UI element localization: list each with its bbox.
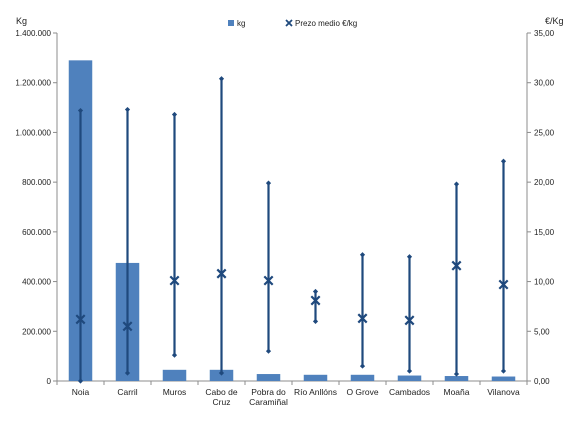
legend: kg Prezo medio €/kg xyxy=(228,19,357,28)
price-high-marker xyxy=(171,111,178,118)
category-label-line: Noia xyxy=(72,387,90,397)
right-axis-label: €/Kg xyxy=(545,16,564,26)
bar-río-anllóns xyxy=(303,374,328,381)
x-stroke xyxy=(498,279,509,290)
category-label-line: Cruz xyxy=(213,397,231,407)
price-high-marker xyxy=(77,107,84,114)
right-tick-label: 30,00 xyxy=(534,79,555,88)
price-high-marker xyxy=(359,252,366,258)
left-tick-label: 1.000.000 xyxy=(15,128,51,137)
category-label-line: Caramiñal xyxy=(249,397,288,407)
category-label: Río Anllóns xyxy=(294,387,337,397)
price-low-marker xyxy=(359,363,366,369)
price-average-marker xyxy=(451,260,462,271)
right-tick-label: 10,00 xyxy=(534,278,555,287)
x-stroke xyxy=(357,313,368,324)
category-label: Moaña xyxy=(444,387,470,397)
price-high-marker xyxy=(265,180,272,186)
price-low-marker xyxy=(124,370,131,376)
legend-label-kg: kg xyxy=(237,19,245,28)
price-high-marker xyxy=(218,76,225,82)
bar-vilanova xyxy=(491,376,516,381)
price-low-marker xyxy=(406,368,413,374)
category-label: Vilanova xyxy=(487,387,520,397)
category-label: Cambados xyxy=(389,387,430,397)
legend-swatch-kg xyxy=(228,20,234,26)
category-label-line: Río Anllóns xyxy=(294,387,337,397)
right-tick-label: 5,00 xyxy=(534,327,550,336)
right-tick-label: 35,00 xyxy=(534,29,555,38)
x-stroke xyxy=(122,321,133,332)
category-label-line: Cabo de xyxy=(205,387,237,397)
price-series xyxy=(75,76,509,384)
category-label: O Grove xyxy=(346,387,378,397)
category-label-line: O Grove xyxy=(346,387,378,397)
category-labels: Noia Carril Muros Cabo de Cruz Pobra do Carami… xyxy=(72,387,520,407)
category-label-line: Muros xyxy=(163,387,187,397)
x-stroke xyxy=(75,314,86,325)
price-low-marker xyxy=(265,348,272,354)
category-label: Noia xyxy=(72,387,90,397)
bar-pobra-do-caramiñal xyxy=(256,374,281,381)
left-tick-label: 1.400.000 xyxy=(15,29,51,38)
price-average-marker xyxy=(357,313,368,324)
left-axis-label: Kg xyxy=(16,16,27,26)
price-average-marker xyxy=(216,268,227,279)
right-tick-label: 25,00 xyxy=(534,128,555,137)
category-label-line: Carril xyxy=(117,387,137,397)
price-average-marker xyxy=(310,295,321,306)
left-tick-label: 0 xyxy=(47,377,52,386)
category-label-line: Pobra do xyxy=(251,387,286,397)
axes: 0 200.000 400.000 600.000 800.000 1.000.000 1.… xyxy=(15,29,554,386)
category-label: Cabo de Cruz xyxy=(205,387,237,407)
x-stroke xyxy=(263,275,274,286)
bar-muros xyxy=(162,369,187,381)
right-tick-label: 0,00 xyxy=(534,377,550,386)
category-label-line: Vilanova xyxy=(487,387,520,397)
price-average-marker xyxy=(122,321,133,332)
price-low-marker xyxy=(453,371,460,377)
x-stroke xyxy=(310,295,321,306)
legend-x-marker-icon xyxy=(285,19,293,27)
price-average-marker xyxy=(404,315,415,326)
x-stroke xyxy=(169,275,180,286)
price-average-marker xyxy=(498,279,509,290)
price-high-marker xyxy=(500,158,507,164)
left-tick-label: 400.000 xyxy=(22,278,51,287)
bar-cambados xyxy=(397,375,422,381)
right-tick-label: 15,00 xyxy=(534,228,555,237)
legend-label-price: Prezo medio €/kg xyxy=(295,19,357,28)
left-tick-label: 200.000 xyxy=(22,327,51,336)
price-high-marker xyxy=(312,288,319,295)
category-label-line: Cambados xyxy=(389,387,430,397)
category-label-line: Moaña xyxy=(444,387,470,397)
price-low-marker xyxy=(500,368,507,374)
price-low-marker xyxy=(77,378,84,384)
price-low-marker xyxy=(218,370,225,376)
price-average-marker xyxy=(75,314,86,325)
bar-moaña xyxy=(444,376,469,381)
category-label: Muros xyxy=(163,387,187,397)
price-high-marker xyxy=(124,106,131,113)
x-stroke xyxy=(404,315,415,326)
x-stroke xyxy=(216,268,227,279)
category-label: Carril xyxy=(117,387,137,397)
bar-series-kg xyxy=(68,60,516,381)
right-tick-label: 20,00 xyxy=(534,178,555,187)
price-low-marker xyxy=(171,352,178,358)
price-high-marker xyxy=(453,181,460,187)
category-label: Pobra do Caramiñal xyxy=(249,387,288,407)
left-tick-label: 800.000 xyxy=(22,178,51,187)
price-low-marker xyxy=(312,318,319,324)
price-average-marker xyxy=(263,275,274,286)
left-tick-label: 600.000 xyxy=(22,228,51,237)
price-average-marker xyxy=(169,275,180,286)
x-stroke xyxy=(451,260,462,271)
bar-o-grove xyxy=(350,374,375,381)
left-tick-label: 1.200.000 xyxy=(15,79,51,88)
price-high-marker xyxy=(406,254,413,260)
